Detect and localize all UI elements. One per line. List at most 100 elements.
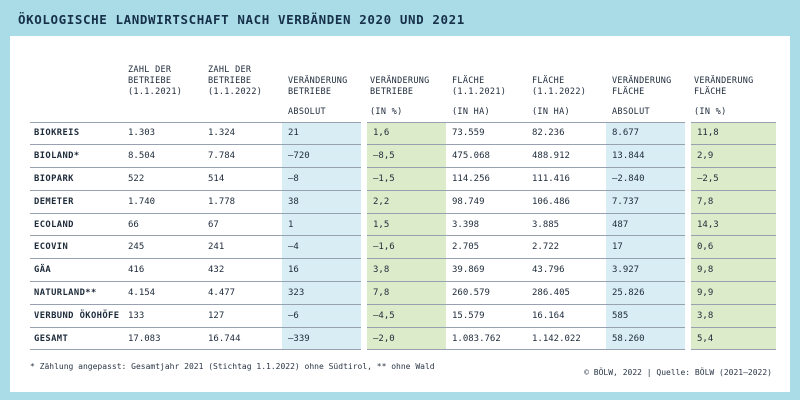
table-cell: 4.154 [122, 281, 202, 305]
table-cell: 16.164 [526, 303, 606, 328]
table-cell: 7,8 [361, 281, 446, 305]
row-label: ECOLAND [30, 212, 122, 236]
column-header-3: VERÄNDERUNG BETRIEBE [288, 76, 348, 97]
table-cell: –2,5 [685, 167, 776, 191]
column-subheader-4: (IN %) [370, 107, 403, 118]
column-header-2: ZAHL DER BETRIEBE (1.1.2022) [208, 65, 263, 97]
table-cell: 11,8 [685, 121, 776, 145]
table-cell: 7,8 [685, 189, 776, 214]
table-row: BIOKREIS 1.303 1.324 21 1,6 73.559 82.236 8.677… [30, 121, 776, 145]
row-label: ECOVIN [30, 235, 122, 259]
table-cell: 106.486 [526, 189, 606, 214]
column-header-8: VERÄNDERUNG FLÄCHE [694, 76, 754, 97]
table-cell: 8.677 [606, 121, 688, 145]
table-cell: 432 [202, 258, 282, 282]
table-cell: 38 [282, 189, 364, 214]
row-label: BIOKREIS [30, 121, 122, 145]
column-header-7: VERÄNDERUNG FLÄCHE [612, 76, 672, 97]
table-cell: 133 [122, 303, 202, 328]
table-cell: –8 [282, 167, 364, 191]
source-credit: © BÖLW, 2022 | Quelle: BÖLW (2021–2022) [584, 368, 772, 377]
table-cell: 1.740 [122, 189, 202, 214]
table-cell: 16.744 [202, 326, 282, 351]
row-label: BIOLAND* [30, 144, 122, 168]
table-cell: 0,6 [685, 235, 776, 259]
table-cell: 522 [122, 167, 202, 191]
table-cell: 8.504 [122, 144, 202, 168]
column-subheader-8: (IN %) [694, 107, 727, 118]
table-cell: 260.579 [446, 281, 526, 305]
column-subheader-6: (IN HA) [532, 107, 570, 118]
table-cell: 3.927 [606, 258, 688, 282]
table-cell: 1.083.762 [446, 326, 526, 351]
table-row: ECOLAND 66 67 1 1,5 3.398 3.885 487 14,3 [30, 212, 776, 236]
column-header-5: FLÄCHE (1.1.2021) [452, 76, 507, 97]
table-body: BIOKREIS 1.303 1.324 21 1,6 73.559 82.236 8.677… [30, 121, 776, 351]
table-row: BIOPARK 522 514 –8 –1,5 114.256 111.416 –2.840–… [30, 167, 776, 191]
column-header-4: VERÄNDERUNG BETRIEBE [370, 76, 430, 97]
table-cell: 127 [202, 303, 282, 328]
row-label: GESAMT [30, 326, 122, 351]
table-cell: 67 [202, 212, 282, 236]
column-subheader-0 [30, 100, 122, 122]
table-cell: 1,6 [361, 121, 446, 145]
table-cell: 21 [282, 121, 364, 145]
table-cell: 3,8 [685, 303, 776, 328]
table-row: NATURLAND** 4.154 4.477 323 7,8 260.579 286.40… [30, 281, 776, 305]
column-subheader-2 [202, 100, 282, 122]
table-row: GESAMT 17.083 16.744 –339 –2,0 1.083.762 1.142… [30, 326, 776, 351]
table-cell: –1,6 [361, 235, 446, 259]
table-row: GÄA 416 432 16 3,8 39.869 43.796 3.927 9,8 [30, 258, 776, 282]
table-cell: 1.303 [122, 121, 202, 145]
table-cell: 15.579 [446, 303, 526, 328]
row-label: VERBUND ÖKOHÖFE [30, 303, 122, 328]
table-row: DEMETER 1.740 1.778 38 2,2 98.749 106.486 7.737… [30, 189, 776, 214]
table-cell: 25.826 [606, 281, 688, 305]
row-label: DEMETER [30, 189, 122, 214]
table-cell: 416 [122, 258, 202, 282]
column-header-6: FLÄCHE (1.1.2022) [532, 76, 587, 97]
column-subheader-3: ABSOLUT [288, 107, 326, 118]
page-title: ÖKOLOGISCHE LANDWIRTSCHAFT NACH VERBÄNDE… [18, 12, 465, 27]
table-cell: 17 [606, 235, 688, 259]
table-cell: 1.324 [202, 121, 282, 145]
table-cell: 487 [606, 212, 688, 236]
table-row: ECOVIN 245 241 –4 –1,6 2.705 2.722 17 0,6 [30, 235, 776, 259]
table-cell: 286.405 [526, 281, 606, 305]
table-cell: 5,4 [685, 326, 776, 351]
table-cell: –2,0 [361, 326, 446, 351]
column-subheader-5: (IN HA) [452, 107, 490, 118]
table-cell: 488.912 [526, 144, 606, 168]
table-cell: –4 [282, 235, 364, 259]
table-cell: 66 [122, 212, 202, 236]
table-cell: 514 [202, 167, 282, 191]
table-cell: 16 [282, 258, 364, 282]
column-header-0 [30, 54, 122, 100]
table-cell: 82.236 [526, 121, 606, 145]
table-cell: 111.416 [526, 167, 606, 191]
table-cell: 58.260 [606, 326, 688, 351]
table-cell: 1,5 [361, 212, 446, 236]
row-label: BIOPARK [30, 167, 122, 191]
table-cell: 7.737 [606, 189, 688, 214]
table-cell: 3.885 [526, 212, 606, 236]
table-cell: –4,5 [361, 303, 446, 328]
table-cell: 3,8 [361, 258, 446, 282]
table-cell: 43.796 [526, 258, 606, 282]
table-cell: –2.840 [606, 167, 688, 191]
column-subheader-7: ABSOLUT [612, 107, 650, 118]
table-cell: 114.256 [446, 167, 526, 191]
row-label: NATURLAND** [30, 281, 122, 305]
table-cell: 39.869 [446, 258, 526, 282]
table-cell: 2,9 [685, 144, 776, 168]
table-cell: 245 [122, 235, 202, 259]
table-cell: 1.142.022 [526, 326, 606, 351]
table-cell: 13.844 [606, 144, 688, 168]
table-cell: 2.705 [446, 235, 526, 259]
table-cell: 1.778 [202, 189, 282, 214]
table-cell: 2,2 [361, 189, 446, 214]
table-cell: 9,8 [685, 258, 776, 282]
table-cell: 14,3 [685, 212, 776, 236]
table-cell: 98.749 [446, 189, 526, 214]
table-cell: 7.784 [202, 144, 282, 168]
